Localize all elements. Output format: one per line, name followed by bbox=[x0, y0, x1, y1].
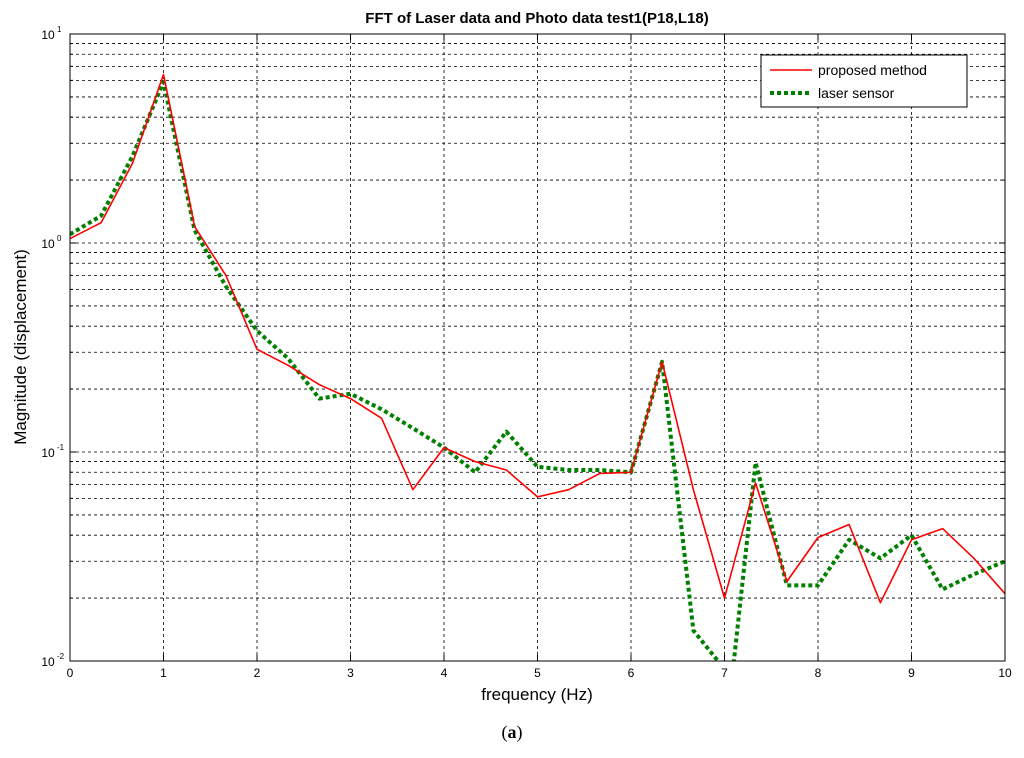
y-axis-label: Magnitude (displacement) bbox=[11, 249, 30, 445]
legend-label-proposed-method: proposed method bbox=[818, 62, 927, 78]
x-tick-label-5: 5 bbox=[534, 666, 541, 680]
x-tick-label-9: 9 bbox=[908, 666, 915, 680]
x-tick-label-1: 1 bbox=[160, 666, 167, 680]
x-tick-label-10: 10 bbox=[998, 666, 1012, 680]
y-tick-exponent-1: 1 bbox=[57, 25, 62, 34]
x-tick-label-7: 7 bbox=[721, 666, 728, 680]
legend-label-laser-sensor: laser sensor bbox=[818, 85, 895, 101]
y-tick-exponent--1: -1 bbox=[57, 443, 65, 452]
y-tick-label--2: 10 bbox=[41, 655, 55, 669]
y-tick-label--1: 10 bbox=[41, 446, 55, 460]
x-tick-label-3: 3 bbox=[347, 666, 354, 680]
caption-close-paren: ) bbox=[516, 722, 523, 742]
series-line-laser-sensor bbox=[70, 79, 1005, 661]
x-tick-label-4: 4 bbox=[441, 666, 448, 680]
series-group bbox=[70, 73, 1005, 661]
y-tick-exponent--2: -2 bbox=[57, 652, 65, 661]
chart-title: FFT of Laser data and Photo data test1(P… bbox=[365, 10, 708, 27]
caption-letter: a bbox=[507, 722, 517, 742]
x-tick-label-8: 8 bbox=[815, 666, 822, 680]
figure-caption: (a) bbox=[0, 722, 1024, 743]
caption-open-paren: ( bbox=[501, 722, 508, 742]
y-tick-label-0: 10 bbox=[41, 237, 55, 251]
y-tick-exponent-0: 0 bbox=[57, 234, 62, 243]
legend: proposed method laser sensor bbox=[760, 54, 968, 108]
x-tick-label-0: 0 bbox=[67, 666, 74, 680]
x-axis-label: frequency (Hz) bbox=[481, 685, 592, 704]
fft-chart: FFT of Laser data and Photo data test1(P… bbox=[11, 10, 1012, 704]
x-tick-label-6: 6 bbox=[628, 666, 635, 680]
series-line-proposed-method bbox=[70, 73, 1005, 604]
legend-box bbox=[760, 54, 968, 108]
x-tick-label-2: 2 bbox=[254, 666, 261, 680]
y-tick-label-1: 10 bbox=[41, 28, 55, 42]
